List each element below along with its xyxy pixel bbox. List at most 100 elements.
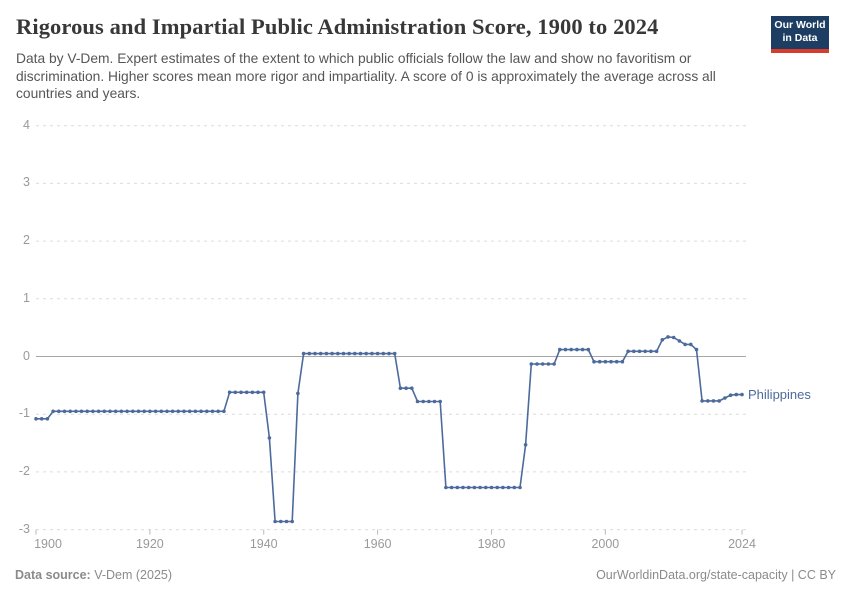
- data-point[interactable]: [261, 390, 266, 395]
- data-point[interactable]: [307, 351, 312, 356]
- data-point[interactable]: [205, 409, 209, 414]
- data-point[interactable]: [660, 338, 665, 342]
- data-point[interactable]: [113, 409, 118, 414]
- data-point[interactable]: [301, 351, 306, 356]
- data-point[interactable]: [165, 409, 169, 414]
- data-point[interactable]: [649, 349, 653, 354]
- data-point[interactable]: [91, 409, 95, 414]
- series-end-label-philippines[interactable]: Philippines: [748, 387, 811, 402]
- data-point[interactable]: [637, 349, 642, 354]
- data-point[interactable]: [614, 359, 619, 364]
- data-point[interactable]: [438, 399, 443, 404]
- data-point[interactable]: [529, 362, 534, 366]
- data-point[interactable]: [273, 519, 277, 524]
- data-point[interactable]: [728, 393, 733, 398]
- data-point[interactable]: [79, 409, 84, 414]
- data-point[interactable]: [723, 396, 727, 400]
- data-point[interactable]: [626, 349, 630, 354]
- data-point[interactable]: [148, 409, 152, 414]
- data-point[interactable]: [170, 409, 175, 414]
- data-point[interactable]: [512, 485, 517, 490]
- data-point[interactable]: [472, 485, 477, 490]
- data-point[interactable]: [654, 349, 659, 354]
- data-point[interactable]: [489, 485, 494, 490]
- data-point[interactable]: [370, 351, 374, 356]
- data-point[interactable]: [535, 362, 539, 366]
- data-point[interactable]: [421, 399, 426, 404]
- data-point[interactable]: [706, 399, 710, 403]
- data-point[interactable]: [57, 409, 61, 414]
- data-point[interactable]: [216, 409, 220, 414]
- data-point[interactable]: [142, 409, 146, 414]
- data-point[interactable]: [375, 351, 380, 356]
- data-point[interactable]: [51, 409, 55, 414]
- data-point[interactable]: [398, 386, 403, 391]
- data-point[interactable]: [415, 399, 420, 404]
- data-point[interactable]: [176, 409, 181, 414]
- data-point[interactable]: [603, 359, 608, 364]
- data-point[interactable]: [580, 347, 585, 352]
- data-point[interactable]: [34, 417, 38, 421]
- data-point[interactable]: [546, 362, 551, 366]
- data-point[interactable]: [182, 409, 186, 414]
- data-point[interactable]: [159, 409, 164, 414]
- data-point[interactable]: [449, 485, 454, 490]
- data-point[interactable]: [222, 409, 226, 414]
- data-point[interactable]: [410, 386, 414, 391]
- data-point[interactable]: [432, 399, 437, 404]
- data-point[interactable]: [119, 409, 124, 414]
- data-point[interactable]: [569, 347, 573, 352]
- data-point[interactable]: [558, 347, 562, 352]
- data-point[interactable]: [336, 351, 340, 356]
- data-point[interactable]: [404, 386, 408, 391]
- data-point[interactable]: [153, 409, 158, 414]
- data-point[interactable]: [387, 351, 391, 356]
- data-point[interactable]: [233, 390, 238, 395]
- data-point[interactable]: [689, 342, 693, 347]
- data-point[interactable]: [284, 519, 289, 524]
- data-point[interactable]: [74, 409, 78, 414]
- data-point[interactable]: [313, 351, 317, 356]
- data-point[interactable]: [540, 362, 545, 366]
- data-point[interactable]: [643, 349, 647, 354]
- data-point[interactable]: [609, 359, 613, 364]
- data-point[interactable]: [250, 390, 255, 395]
- data-point[interactable]: [136, 409, 141, 414]
- data-point[interactable]: [279, 519, 283, 524]
- data-point[interactable]: [506, 485, 511, 490]
- data-point[interactable]: [85, 409, 89, 414]
- data-point[interactable]: [45, 417, 50, 421]
- data-point[interactable]: [108, 409, 112, 414]
- data-point[interactable]: [592, 359, 596, 364]
- data-point[interactable]: [227, 390, 232, 395]
- data-point[interactable]: [734, 392, 739, 397]
- data-point[interactable]: [478, 485, 482, 490]
- data-point[interactable]: [364, 351, 369, 356]
- data-point[interactable]: [427, 399, 431, 404]
- data-point[interactable]: [671, 335, 676, 340]
- data-point[interactable]: [244, 390, 249, 395]
- data-point[interactable]: [711, 399, 716, 403]
- data-point[interactable]: [501, 485, 505, 490]
- data-point[interactable]: [199, 409, 203, 414]
- data-point[interactable]: [102, 409, 107, 414]
- series-line[interactable]: [36, 336, 742, 523]
- data-point[interactable]: [318, 351, 323, 356]
- data-point[interactable]: [392, 351, 397, 356]
- data-point[interactable]: [62, 409, 67, 414]
- data-point[interactable]: [193, 409, 198, 414]
- data-point[interactable]: [381, 351, 386, 356]
- data-point[interactable]: [239, 390, 243, 395]
- data-point[interactable]: [187, 409, 192, 414]
- data-point[interactable]: [620, 359, 625, 364]
- data-point[interactable]: [466, 485, 471, 490]
- data-point[interactable]: [518, 485, 522, 490]
- data-point[interactable]: [597, 359, 602, 364]
- data-point[interactable]: [131, 409, 135, 414]
- data-point[interactable]: [324, 351, 329, 356]
- data-point[interactable]: [683, 342, 687, 347]
- data-point[interactable]: [210, 409, 215, 414]
- data-point[interactable]: [461, 485, 465, 490]
- data-point[interactable]: [358, 351, 363, 356]
